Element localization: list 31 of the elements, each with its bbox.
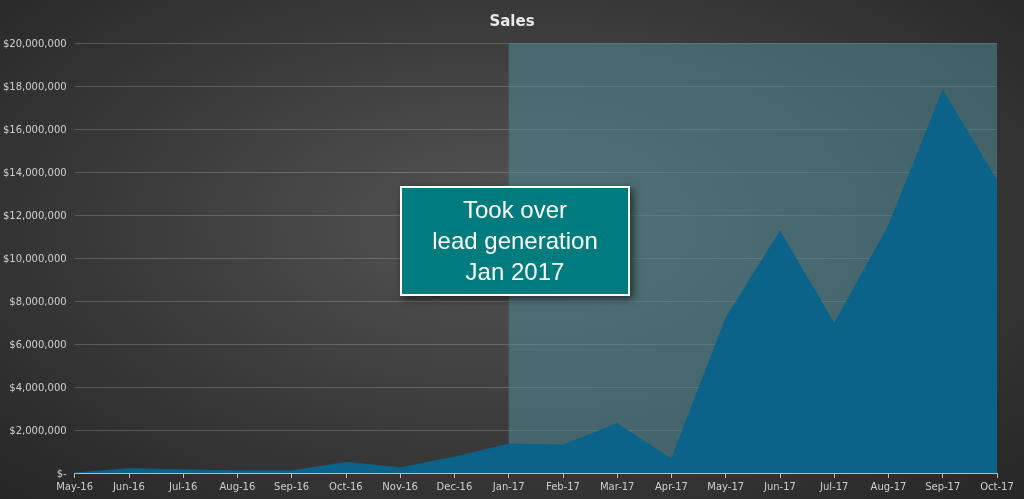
y-tick-label: $10,000,000 (2, 252, 67, 264)
x-tick-label: May-17 (707, 480, 745, 492)
x-tick-label: Sep-17 (925, 480, 961, 492)
x-tick-label: Oct-16 (329, 480, 363, 492)
y-tick-label: $16,000,000 (2, 123, 67, 135)
x-tick-label: Jul-16 (167, 480, 198, 492)
x-tick-label: Feb-17 (545, 480, 580, 492)
x-tick-label: Mar-17 (599, 480, 635, 492)
x-tick-label: Nov-16 (382, 480, 418, 492)
x-tick-label: Jun-16 (111, 480, 145, 492)
x-tick-label: Aug-16 (219, 480, 256, 492)
x-tick-label: Jun-17 (762, 480, 796, 492)
y-tick-label: $12,000,000 (2, 209, 67, 221)
x-tick-label: Apr-17 (654, 480, 688, 492)
chart-title: Sales (489, 11, 535, 30)
y-tick-label: $2,000,000 (9, 424, 67, 436)
x-tick-label: Aug-17 (870, 480, 907, 492)
y-tick-label: $- (56, 467, 67, 479)
y-tick-label: $20,000,000 (2, 37, 67, 49)
x-tick-label: Jan-17 (491, 480, 525, 492)
y-tick-label: $8,000,000 (9, 295, 67, 307)
x-tick-label: Dec-16 (436, 480, 473, 492)
y-tick-label: $4,000,000 (9, 381, 67, 393)
x-tick-label: Oct-17 (980, 480, 1014, 492)
annotation: Took over lead generation Jan 2017 (400, 186, 630, 296)
y-tick-label: $14,000,000 (2, 166, 67, 178)
x-tick-label: Jul-17 (819, 480, 849, 492)
y-tick-label: $6,000,000 (9, 338, 67, 350)
x-tick-label: May-16 (56, 480, 94, 492)
x-tick-label: Sep-16 (274, 480, 310, 492)
y-tick-label: $18,000,000 (2, 80, 67, 92)
